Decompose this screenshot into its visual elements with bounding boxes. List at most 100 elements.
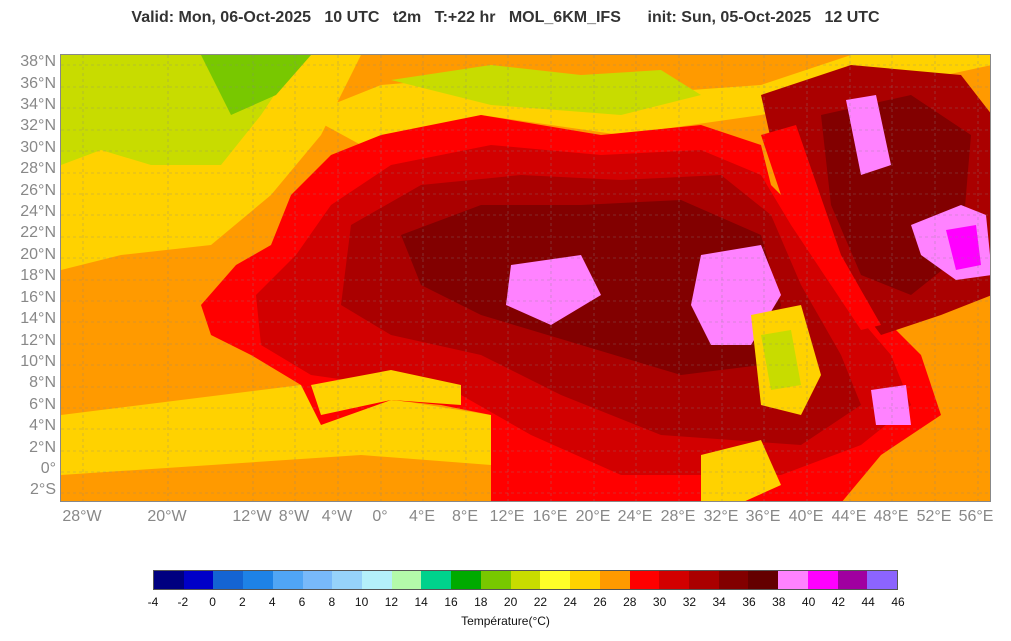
lat-label: 20°N bbox=[20, 246, 56, 263]
colorbar-tick-label: 20 bbox=[503, 595, 518, 609]
colorbar-tick-label: -4 bbox=[147, 595, 159, 609]
lon-label: 4°E bbox=[409, 508, 435, 525]
lon-label: 12°E bbox=[489, 508, 525, 525]
colorbar-swatch bbox=[629, 571, 660, 589]
colorbar-tick-label: 32 bbox=[682, 595, 697, 609]
colorbar-swatch bbox=[243, 571, 273, 589]
colorbar-swatch bbox=[332, 571, 363, 589]
colorbar-swatch bbox=[659, 571, 689, 589]
colorbar-tick-label: 8 bbox=[328, 595, 336, 609]
colorbar-tick-label: 24 bbox=[563, 595, 577, 609]
lat-label: 12°N bbox=[20, 332, 56, 349]
colorbar-swatch bbox=[748, 571, 779, 589]
guinea-coast bbox=[311, 370, 461, 415]
atlantic-green bbox=[201, 55, 311, 115]
colorbar-tick-label: 38 bbox=[772, 595, 786, 609]
lat-label: 36°N bbox=[20, 75, 56, 92]
lakes-region bbox=[701, 440, 781, 501]
lat-label: 38°N bbox=[20, 53, 56, 70]
colorbar-swatch bbox=[688, 571, 719, 589]
colorbar-swatch bbox=[867, 571, 897, 589]
lon-label: 52°E bbox=[916, 508, 952, 525]
colorbar-tick-label: 40 bbox=[801, 595, 816, 609]
lon-label: 44°E bbox=[831, 508, 867, 525]
colorbar-swatch bbox=[362, 571, 392, 589]
lat-label: 30°N bbox=[20, 139, 56, 156]
colorbar-tick-label: 42 bbox=[831, 595, 846, 609]
lat-label: 6°N bbox=[29, 396, 56, 413]
lat-label: 16°N bbox=[20, 289, 56, 306]
colorbar-tick-label: 46 bbox=[891, 595, 905, 609]
graticule bbox=[61, 55, 990, 501]
colorbar-tick-label: 0 bbox=[209, 595, 216, 609]
colorbar-swatch bbox=[599, 571, 630, 589]
hotspot-chad bbox=[506, 255, 601, 325]
lat-label: 14°N bbox=[20, 310, 56, 327]
hotspot-arabia-peak bbox=[946, 225, 981, 270]
ethiopia-core bbox=[761, 330, 801, 390]
hotspot-horn bbox=[871, 385, 911, 425]
colorbar-tick-label: 30 bbox=[652, 595, 667, 609]
lat-label: 18°N bbox=[20, 267, 56, 284]
lon-label: 28°E bbox=[660, 508, 696, 525]
lat-label: 22°N bbox=[20, 224, 56, 241]
lat-label: 0° bbox=[40, 460, 56, 477]
lat-label: 10°N bbox=[20, 353, 56, 370]
colorbar-swatch bbox=[451, 571, 481, 589]
lat-label: 28°N bbox=[20, 160, 56, 177]
map-title: Valid: Mon, 06-Oct-2025 10 UTC t2m T:+22… bbox=[131, 9, 880, 26]
colorbar-tick-label: 44 bbox=[861, 595, 875, 609]
colorbar-swatch bbox=[718, 571, 749, 589]
colorbar-tick-label: 14 bbox=[414, 595, 428, 609]
lat-label: 2°N bbox=[29, 439, 56, 456]
lon-label: 36°E bbox=[745, 508, 781, 525]
colorbar-swatch bbox=[213, 571, 244, 589]
lon-label: 28°W bbox=[62, 508, 102, 525]
colorbar-tick-label: 10 bbox=[354, 595, 369, 609]
colorbar-swatch bbox=[480, 571, 511, 589]
lon-label: 16°E bbox=[532, 508, 568, 525]
lat-label: 24°N bbox=[20, 203, 56, 220]
lon-label: 12°W bbox=[232, 508, 272, 525]
lon-label: 40°E bbox=[788, 508, 824, 525]
colorbar-swatch bbox=[570, 571, 600, 589]
colorbar-swatch bbox=[183, 571, 214, 589]
mediterranean-lime bbox=[391, 65, 701, 115]
colorbar-swatch bbox=[421, 571, 452, 589]
colorbar-tick-label: 28 bbox=[623, 595, 637, 609]
colorbar-swatch bbox=[510, 571, 541, 589]
colorbar-tick-label: 4 bbox=[268, 595, 276, 609]
colorbar bbox=[153, 570, 898, 590]
temperature-field bbox=[61, 55, 990, 501]
hotspot-iraq bbox=[846, 95, 891, 175]
lon-label: 8°E bbox=[452, 508, 478, 525]
colorbar-tick-label: 26 bbox=[593, 595, 607, 609]
colorbar-tick-label: 22 bbox=[533, 595, 548, 609]
colorbar-swatch bbox=[154, 571, 184, 589]
lon-label: 8°W bbox=[278, 508, 310, 525]
lon-label: 48°E bbox=[873, 508, 909, 525]
colorbar-swatch bbox=[391, 571, 422, 589]
colorbar-tick-label: 18 bbox=[474, 595, 488, 609]
lon-label: 20°W bbox=[147, 508, 187, 525]
lon-label: 32°E bbox=[703, 508, 739, 525]
temperature-map[interactable] bbox=[60, 54, 991, 502]
lat-label: 26°N bbox=[20, 182, 56, 199]
colorbar-tick-label: -2 bbox=[177, 595, 189, 609]
colorbar-swatch bbox=[778, 571, 808, 589]
colorbar-tick-label: 12 bbox=[384, 595, 399, 609]
lat-label: 2°S bbox=[30, 481, 56, 498]
colorbar-label: Température(°C) bbox=[461, 614, 550, 628]
colorbar-tick-label: 2 bbox=[239, 595, 246, 609]
colorbar-swatch bbox=[272, 571, 303, 589]
colorbar-swatch bbox=[302, 571, 333, 589]
lon-label: 56°E bbox=[958, 508, 994, 525]
colorbar-tick-label: 6 bbox=[298, 595, 306, 609]
lat-label: 4°N bbox=[29, 417, 56, 434]
colorbar-swatch bbox=[540, 571, 571, 589]
colorbar-tick-label: 36 bbox=[742, 595, 756, 609]
lat-label: 8°N bbox=[29, 374, 56, 391]
colorbar-tick-label: 34 bbox=[712, 595, 726, 609]
red-sea bbox=[761, 125, 881, 330]
lon-label: 24°E bbox=[617, 508, 653, 525]
